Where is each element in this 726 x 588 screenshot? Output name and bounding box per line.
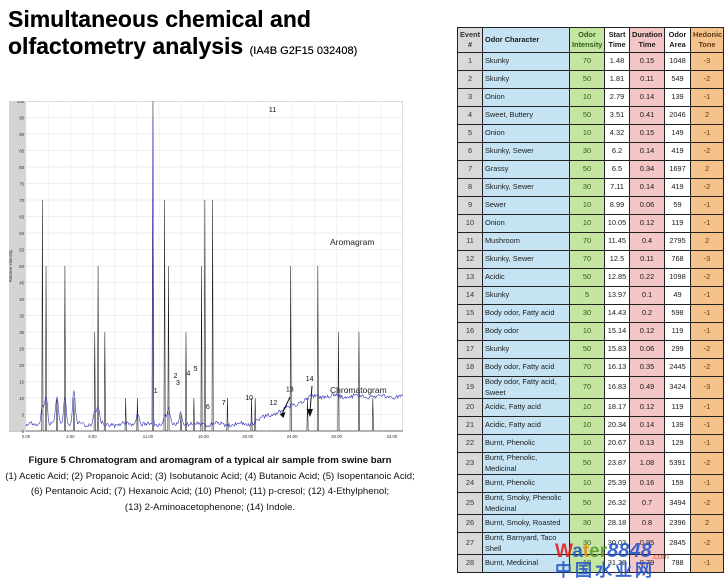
svg-text:Relative intensity: Relative intensity: [9, 249, 13, 282]
svg-text:55: 55: [19, 248, 24, 253]
svg-text:7: 7: [222, 400, 226, 407]
svg-text:85: 85: [19, 149, 24, 154]
svg-text:28.00: 28.00: [331, 434, 342, 439]
svg-text:11: 11: [269, 105, 277, 114]
svg-text:33.00: 33.00: [387, 434, 398, 439]
svg-text:Aromagram: Aromagram: [330, 237, 374, 247]
svg-text:6.00: 6.00: [88, 434, 97, 439]
svg-text:75: 75: [19, 182, 24, 187]
svg-text:45: 45: [19, 281, 24, 286]
svg-text:6: 6: [206, 404, 210, 411]
svg-text:14: 14: [306, 376, 314, 383]
svg-text:100: 100: [17, 101, 25, 104]
svg-text:2: 2: [174, 373, 178, 380]
svg-text:35: 35: [19, 314, 24, 319]
svg-text:4.00: 4.00: [66, 434, 75, 439]
svg-text:80: 80: [19, 165, 24, 170]
svg-text:0.00: 0.00: [22, 434, 31, 439]
svg-text:50: 50: [19, 264, 24, 269]
svg-text:24.00: 24.00: [287, 434, 298, 439]
svg-text:20: 20: [19, 363, 24, 368]
svg-text:60: 60: [19, 231, 24, 236]
svg-text:1: 1: [154, 388, 158, 395]
svg-text:25: 25: [19, 347, 24, 352]
svg-text:5: 5: [194, 366, 198, 373]
svg-text:4: 4: [187, 371, 191, 378]
svg-text:20.00: 20.00: [242, 434, 253, 439]
svg-text:70: 70: [19, 198, 24, 203]
svg-text:Chromatogram: Chromatogram: [330, 385, 387, 395]
svg-text:40: 40: [19, 297, 24, 302]
svg-text:90: 90: [19, 132, 24, 137]
svg-text:10: 10: [19, 396, 24, 401]
svg-text:11.00: 11.00: [143, 434, 154, 439]
svg-text:16.00: 16.00: [198, 434, 209, 439]
svg-text:13: 13: [286, 387, 294, 394]
svg-text:30: 30: [19, 330, 24, 335]
svg-text:3: 3: [176, 380, 180, 387]
svg-text:15: 15: [19, 380, 24, 385]
svg-text:12: 12: [270, 400, 278, 407]
svg-text:65: 65: [19, 215, 24, 220]
svg-text:10: 10: [245, 395, 253, 402]
svg-text:95: 95: [19, 116, 24, 121]
